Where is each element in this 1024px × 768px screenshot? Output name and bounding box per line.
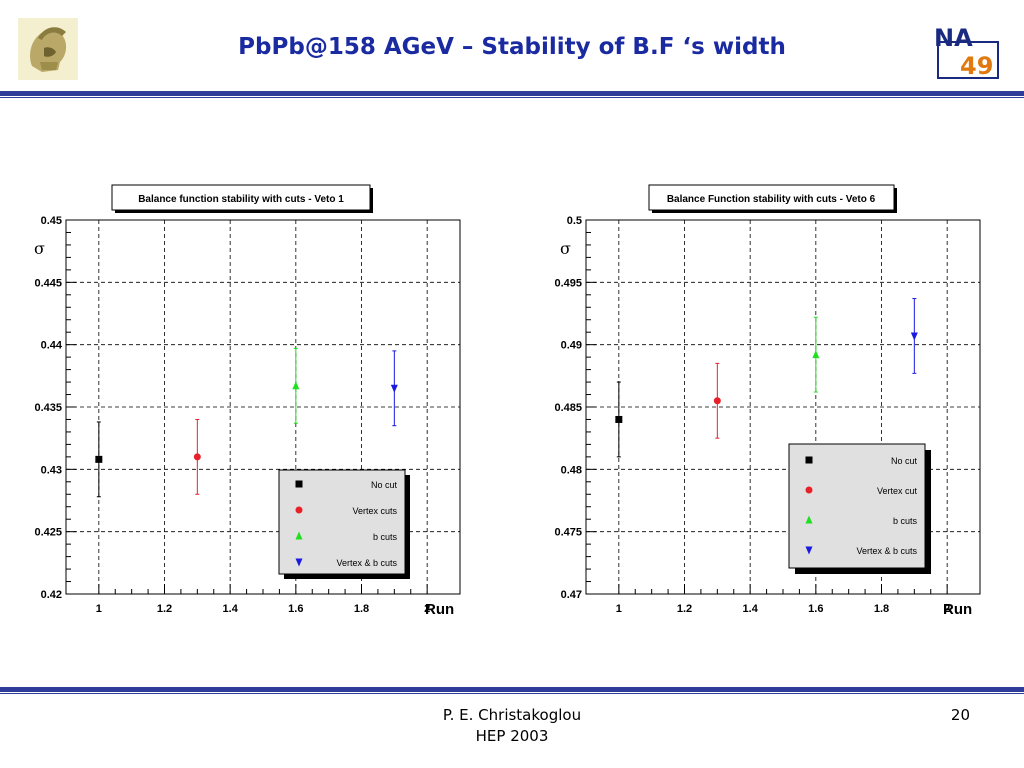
data-point — [615, 415, 623, 423]
x-tick-label: 2 — [424, 603, 430, 615]
data-point — [812, 350, 820, 359]
y-tick-labels: 0.47 0.475 0.48 0.485 0.49 0.495 0.5 — [554, 215, 582, 601]
x-tick-label: 1.4 — [743, 603, 759, 615]
y-tick-labels: 0.42 0.425 0.43 0.435 0.44 0.445 0.45 — [34, 215, 62, 601]
legend: No cut Vertex cuts b cuts Vertex & b cuts — [278, 469, 410, 579]
data-point — [713, 397, 721, 405]
x-tick-label: 1.2 — [157, 603, 172, 615]
legend-marker — [805, 486, 813, 494]
y-tick-label: 0.445 — [34, 277, 62, 289]
x-axis-label: Run — [943, 601, 972, 618]
x-tick-label: 1.6 — [288, 603, 303, 615]
legend-marker — [805, 515, 813, 524]
x-axis-label: Run — [425, 601, 454, 618]
legend-label: Vertex & b cuts — [856, 546, 917, 556]
header-rule — [0, 91, 1024, 96]
data-point — [292, 381, 300, 390]
y-tick-label: 0.48 — [561, 464, 582, 476]
legend-marker — [295, 506, 303, 514]
y-tick-label: 0.42 — [41, 589, 62, 601]
y-tick-label: 0.475 — [554, 527, 582, 539]
y-tick-label: 0.47 — [561, 589, 582, 601]
footer-author: P. E. Christakoglou — [442, 706, 582, 724]
y-tick-label: 0.45 — [41, 215, 62, 227]
legend-marker — [295, 480, 303, 488]
grid — [586, 220, 980, 594]
data-marks — [615, 298, 918, 458]
x-tick-label: 1 — [96, 603, 102, 615]
legend-marker — [805, 546, 813, 555]
chart-title-box — [111, 184, 371, 211]
chart-title: Balance Function stability with cuts - V… — [667, 194, 876, 205]
y-tick-label: 0.5 — [567, 215, 582, 227]
university-logo — [18, 18, 78, 80]
legend-label: No cut — [371, 480, 398, 490]
legend: No cut Vertex cut b cuts Vertex & b cuts — [788, 443, 931, 574]
slide-title: PbPb@158 AGeV – Stability of B.F ‘s widt… — [238, 34, 786, 60]
header-rule-thin — [0, 97, 1024, 98]
x-tick-label: 1.6 — [808, 603, 823, 615]
footer-rule — [0, 687, 1024, 692]
legend-label: b cuts — [373, 532, 398, 542]
y-tick-label: 0.495 — [554, 277, 582, 289]
x-tick-label: 1.2 — [677, 603, 692, 615]
y-tick-label: 0.44 — [41, 340, 63, 352]
page-number: 20 — [950, 706, 970, 724]
x-tick-label: 1 — [616, 603, 622, 615]
data-marks — [95, 347, 398, 498]
x-tick-label: 1.4 — [223, 603, 239, 615]
y-tick-label: 0.49 — [561, 340, 582, 352]
legend-marker — [295, 558, 303, 567]
y-tick-label: 0.43 — [41, 464, 62, 476]
x-tick-label: 2 — [944, 603, 950, 615]
footer-conference: HEP 2003 — [475, 727, 549, 745]
data-point — [910, 332, 918, 341]
legend-label: b cuts — [893, 516, 918, 526]
chart-title: Balance function stability with cuts - V… — [138, 194, 344, 205]
x-tick-labels: 1 1.2 1.4 1.6 1.8 2 — [616, 603, 950, 615]
legend-label: Vertex cut — [877, 486, 918, 496]
x-tick-label: 1.8 — [874, 603, 889, 615]
legend-label: Vertex & b cuts — [336, 558, 397, 568]
y-tick-label: 0.435 — [34, 402, 62, 414]
y-axis-label: σ — [34, 239, 45, 258]
na49-logo-bottom-text: 49 — [960, 52, 993, 80]
y-tick-label: 0.485 — [554, 402, 582, 414]
ticks — [586, 219, 948, 595]
legend-label: No cut — [891, 456, 918, 466]
legend-marker — [805, 456, 813, 464]
data-point — [95, 455, 103, 463]
na49-logo-top-text: NA — [934, 24, 973, 52]
data-point — [390, 384, 398, 393]
chart-title-box — [648, 184, 895, 211]
x-tick-label: 1.8 — [354, 603, 369, 615]
x-tick-labels: 1 1.2 1.4 1.6 1.8 2 — [96, 603, 430, 615]
ticks — [66, 219, 428, 595]
data-point — [193, 453, 201, 461]
na49-logo: NA 49 — [934, 24, 999, 80]
footer-rule-thin — [0, 693, 1024, 694]
legend-marker — [295, 531, 303, 540]
y-axis-label: σ — [560, 239, 571, 258]
legend-label: Vertex cuts — [352, 506, 397, 516]
chart-veto-6: 0.47 0.475 0.48 0.485 0.49 0.495 0.5 1 1.2 1.4 1.… — [554, 184, 981, 618]
y-tick-label: 0.425 — [34, 527, 62, 539]
